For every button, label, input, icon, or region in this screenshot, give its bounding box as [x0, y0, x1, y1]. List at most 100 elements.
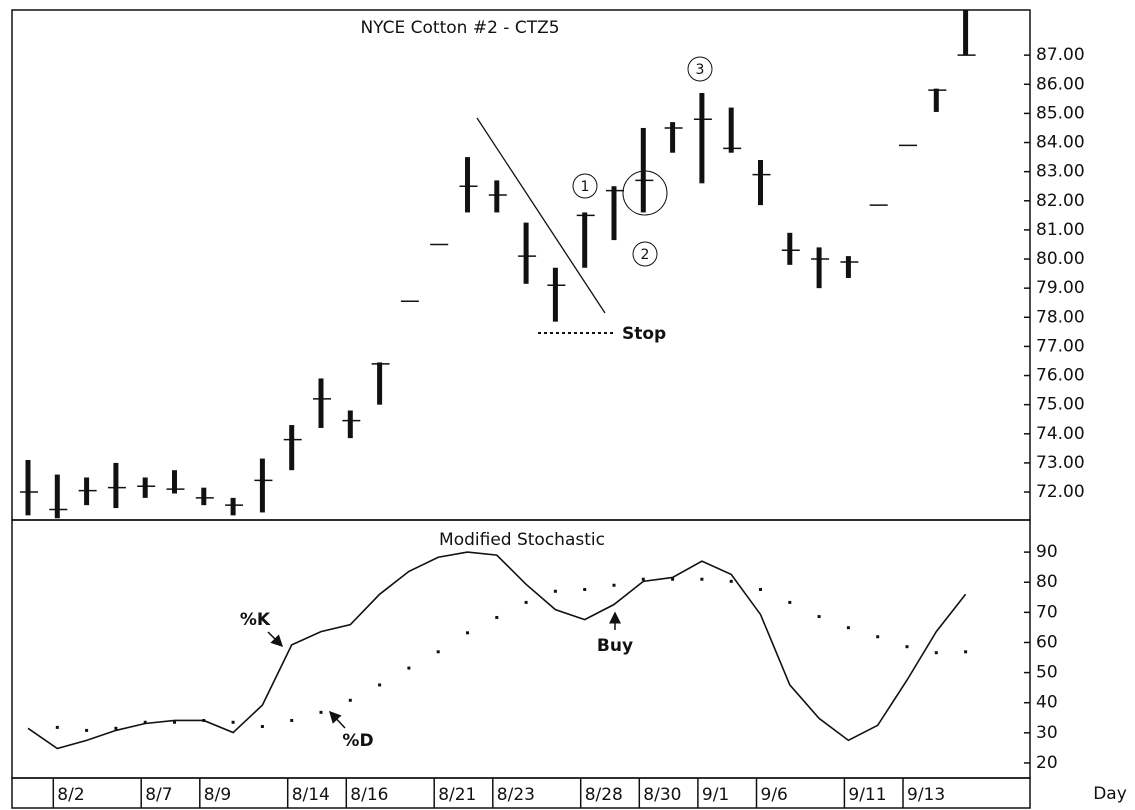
bar-range [347, 410, 353, 439]
x-tick-label: 8/16 [350, 785, 388, 805]
y-tick-label: 79.00 [1036, 278, 1085, 298]
k-label: %K [240, 610, 271, 630]
x-tick-label: 8/23 [497, 785, 535, 805]
d-arrow [328, 710, 346, 729]
bar-range [142, 477, 148, 498]
y-tick-label: 74.00 [1036, 424, 1085, 444]
d-dot [143, 720, 147, 724]
x-tick-label: 8/14 [292, 785, 330, 805]
y-tick-label: 75.00 [1036, 395, 1085, 415]
y-tick-label: 84.00 [1036, 133, 1085, 153]
x-tick-label: 9/6 [761, 785, 788, 805]
d-dot [407, 666, 411, 670]
y-tick-label: 20 [1036, 753, 1058, 773]
d-dot [85, 728, 89, 732]
y-tick-label: 73.00 [1036, 453, 1085, 473]
d-dot [290, 718, 294, 722]
d-dot [817, 615, 821, 619]
bar-range [172, 470, 177, 494]
y-tick-label: 60 [1036, 632, 1058, 652]
bar-range [845, 256, 851, 278]
y-tick-label: 70 [1036, 602, 1058, 622]
bar-range [465, 157, 470, 213]
bar-range [758, 160, 763, 206]
bar-range [582, 212, 588, 268]
d-dot [260, 724, 264, 728]
d-dot [846, 626, 850, 630]
annotation-2: 2 [641, 247, 650, 263]
x-tick-label: 8/21 [438, 785, 476, 805]
d-dot [348, 698, 352, 702]
x-tick-label: 8/30 [643, 785, 681, 805]
d-dot [553, 589, 557, 593]
bar-range [670, 122, 676, 153]
d-dot [934, 651, 938, 655]
x-tick-label: 9/11 [848, 785, 886, 805]
x-tick-label: 9/13 [907, 785, 945, 805]
d-dot [876, 635, 880, 639]
trend-line [476, 117, 606, 314]
circle-3 [687, 56, 713, 82]
d-dot [173, 720, 176, 724]
y-tick-label: 83.00 [1036, 162, 1085, 182]
y-tick-label: 72.00 [1036, 482, 1085, 502]
panel-title: Modified Stochastic [439, 530, 605, 550]
d-dot [524, 600, 528, 604]
y-tick-label: 30 [1036, 723, 1058, 743]
d-dot [55, 725, 59, 729]
buy-label: Buy [597, 636, 633, 656]
x-axis-label: Day [1093, 784, 1127, 804]
bar-range [201, 487, 207, 506]
d-dot [202, 718, 206, 722]
stop-label: Stop [622, 324, 666, 344]
price-frame [11, 9, 1031, 521]
y-tick-label: 80.00 [1036, 249, 1085, 269]
bar-range [289, 425, 295, 471]
y-tick-label: 87.00 [1036, 45, 1085, 65]
y-tick-label: 50 [1036, 663, 1058, 683]
y-tick-label: 81.00 [1036, 220, 1085, 240]
d-dot [319, 710, 323, 714]
d-dot [495, 615, 499, 619]
d-dot [612, 583, 616, 587]
bar-range [230, 497, 236, 516]
annotation-1: 1 [581, 179, 590, 195]
d-dot [788, 600, 792, 604]
x-tick-label: 8/2 [57, 785, 84, 805]
d-dot [700, 577, 704, 581]
y-tick-label: 85.00 [1036, 103, 1085, 123]
date-frame [11, 777, 1031, 809]
d-dot [231, 720, 235, 724]
bar-range [54, 474, 60, 519]
d-dot [583, 587, 587, 591]
d-dot [729, 579, 733, 583]
d-dot [759, 587, 762, 591]
x-tick-label: 8/28 [585, 785, 623, 805]
y-tick-label: 77.00 [1036, 336, 1085, 356]
d-dot [964, 650, 968, 654]
d-dot [378, 683, 382, 687]
bar-range [494, 180, 500, 213]
bar-range [787, 232, 793, 265]
y-tick-label: 86.00 [1036, 74, 1085, 94]
bar-range [259, 458, 265, 513]
y-tick-label: 76.00 [1036, 366, 1085, 386]
bar-range [552, 267, 558, 322]
y-tick-label: 82.00 [1036, 191, 1085, 211]
stochastic-frame [11, 519, 1031, 779]
circle-2 [632, 241, 658, 267]
d-dot [671, 577, 675, 581]
y-tick-label: 78.00 [1036, 307, 1085, 327]
bar-range [963, 10, 969, 56]
circle-1 [572, 173, 598, 199]
bar-range [699, 93, 705, 184]
x-tick-label: 9/1 [702, 785, 729, 805]
bar-range [640, 127, 646, 213]
bar-range [377, 362, 383, 405]
x-tick-label: 8/7 [145, 785, 172, 805]
bar-range [728, 107, 734, 153]
d-dot [436, 650, 440, 654]
y-tick-label: 80 [1036, 572, 1058, 592]
d-dot [466, 631, 469, 635]
